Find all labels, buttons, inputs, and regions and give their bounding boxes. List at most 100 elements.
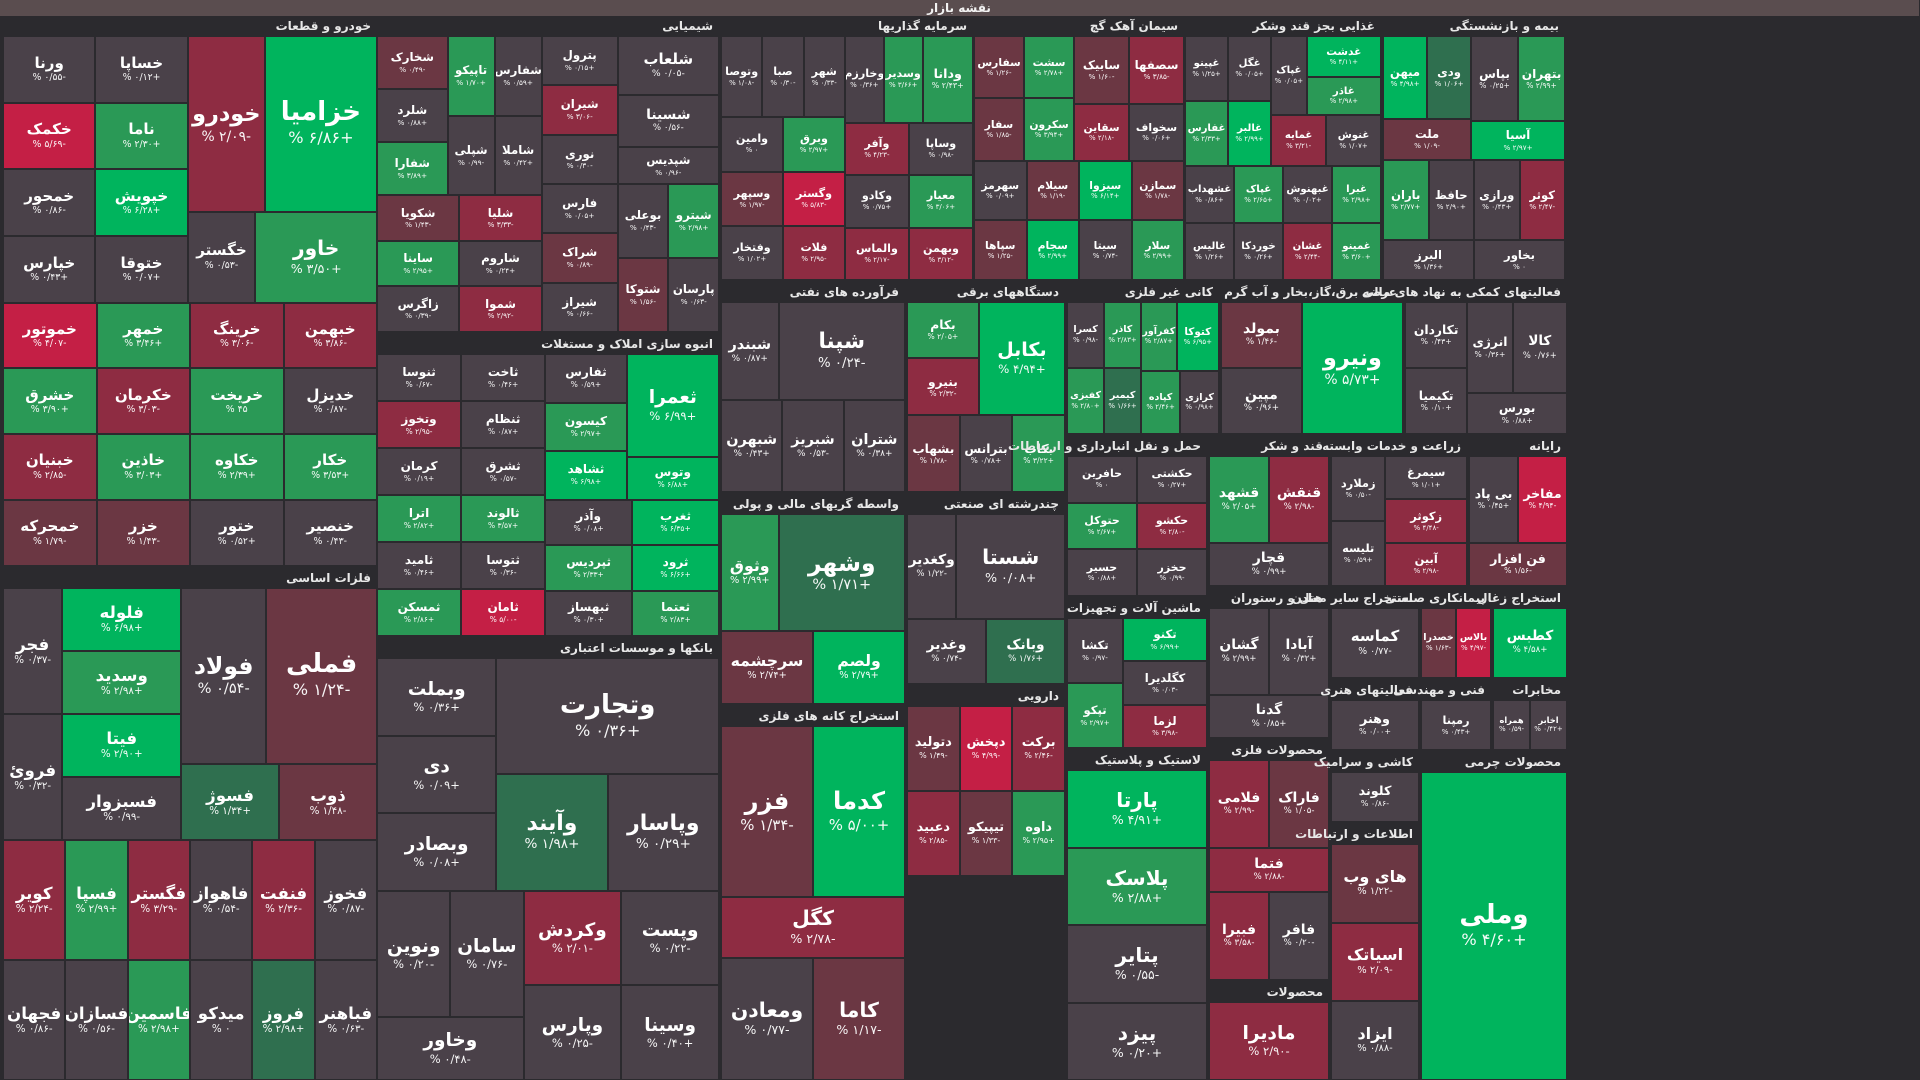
stock-tile[interactable]: غدشت +۴/۱۱ % [1307, 36, 1382, 78]
stock-tile[interactable]: پارتا +۴/۹۱ % [1068, 770, 1208, 848]
stock-tile[interactable]: ثشرق -۰/۵۷ % [462, 448, 547, 495]
stock-tile[interactable]: خزامیا +۶/۸۶ % [265, 36, 378, 212]
stock-tile[interactable]: سصفها -۳/۸۵ % [1130, 36, 1185, 105]
stock-tile[interactable]: ثنوسا -۰/۶۷ % [378, 354, 463, 401]
stock-tile[interactable]: غبرا +۲/۹۸ % [1333, 165, 1382, 223]
stock-tile[interactable]: فسازان -۰/۵۶ % [66, 960, 129, 1080]
stock-tile[interactable]: بمولد -۱/۴۶ % [1222, 302, 1303, 368]
stock-tile[interactable]: ایزاد -۰/۸۸ % [1332, 1001, 1420, 1080]
stock-tile[interactable]: غفارس +۲/۳۳ % [1186, 100, 1230, 166]
stock-tile[interactable]: بخاور ۰ % [1475, 240, 1566, 280]
stock-tile[interactable]: کرمان +۰/۱۹ % [378, 448, 463, 495]
stock-tile[interactable]: ناما +۲/۳۰ % [96, 102, 189, 170]
stock-tile[interactable]: دتولید -۱/۴۹ % [908, 706, 961, 791]
stock-tile[interactable]: فلامی -۲/۹۹ % [1210, 760, 1270, 848]
stock-tile[interactable]: ثامید +۰/۴۶ % [378, 542, 463, 589]
stock-tile[interactable]: وکردش -۲/۰۱ % [524, 890, 623, 986]
sector-title[interactable]: بیمه و بازنشستگی [1450, 19, 1560, 33]
stock-tile[interactable]: پارسان -۰/۶۳ % [669, 258, 720, 332]
stock-tile[interactable]: غمینو +۳/۶۰ % [1333, 222, 1382, 280]
stock-tile[interactable]: غشهداب +۰/۸۶ % [1186, 165, 1235, 223]
stock-tile[interactable]: فاسمین +۲/۹۸ % [128, 960, 191, 1080]
stock-tile[interactable]: وامین ۰ % [722, 117, 784, 172]
stock-tile[interactable]: غپینو +۱/۲۵ % [1186, 36, 1230, 101]
stock-tile[interactable]: فولاد -۰/۵۴ % [182, 588, 268, 764]
stock-tile[interactable]: وشهر +۱/۷۱ % [779, 514, 906, 631]
stock-tile[interactable]: ثالوند +۳/۵۷ % [462, 495, 547, 542]
stock-tile[interactable]: بنیرو -۲/۳۲ % [908, 358, 980, 415]
sector-title[interactable]: محصولات فلزی [1232, 743, 1324, 757]
stock-tile[interactable]: شهر -۰/۳۳ % [804, 36, 846, 118]
stock-tile[interactable]: داوه +۲/۹۵ % [1013, 791, 1066, 876]
stock-tile[interactable]: خساپا +۰/۱۲ % [96, 36, 189, 103]
sector-title[interactable]: بانکها و موسسات اعتباری [561, 641, 714, 655]
stock-tile[interactable]: سخواف +۰/۰۶ % [1130, 104, 1185, 161]
stock-tile[interactable]: کلوند -۰/۸۶ % [1332, 772, 1420, 822]
stock-tile[interactable]: فگستر -۳/۲۹ % [128, 840, 191, 960]
stock-tile[interactable]: خمهر +۳/۴۶ % [97, 302, 191, 369]
sector-title[interactable]: دستگاههای برقی [957, 285, 1060, 299]
stock-tile[interactable]: وپارس -۰/۲۵ % [524, 985, 623, 1080]
stock-tile[interactable]: سجام +۲/۹۹ % [1027, 220, 1080, 280]
stock-tile[interactable]: وثوق +۲/۹۹ % [722, 514, 780, 631]
stock-tile[interactable]: شتران +۰/۳۸ % [844, 400, 906, 492]
stock-tile[interactable]: وغدیر -۰/۷۴ % [908, 618, 987, 684]
stock-tile[interactable]: خرینگ -۳/۰۶ % [191, 302, 285, 369]
stock-tile[interactable]: فروئ -۰/۳۲ % [4, 714, 64, 840]
sector-title[interactable]: خودرو و قطعات [276, 19, 372, 33]
stock-tile[interactable]: غاذر +۲/۹۸ % [1307, 77, 1382, 115]
stock-tile[interactable]: میدکو ۰ % [191, 960, 254, 1080]
stock-tile[interactable]: تکیمیا +۰/۱۰ % [1406, 368, 1469, 434]
stock-tile[interactable]: نوری -۰/۳۰ % [542, 134, 619, 184]
stock-tile[interactable]: فلوله +۶/۹۸ % [63, 588, 183, 651]
stock-tile[interactable]: شتوکا -۱/۵۶ % [618, 258, 670, 332]
sector-title[interactable]: فلزات اساسی [287, 571, 372, 585]
stock-tile[interactable]: وبصادر +۰/۰۸ % [378, 813, 498, 891]
stock-tile[interactable]: آسیا +۲/۹۷ % [1472, 121, 1566, 160]
sector-title[interactable]: فرآورده های نفتی [790, 285, 900, 299]
stock-tile[interactable]: انرژی +۰/۳۶ % [1468, 302, 1514, 393]
stock-tile[interactable]: وساپا -۰/۹۸ % [909, 122, 974, 176]
stock-tile[interactable]: زکوثر -۴/۴۸ % [1386, 499, 1468, 543]
sector-title[interactable]: غذایی بجز قند وشکر [1253, 19, 1376, 33]
stock-tile[interactable]: ورازی +۰/۴۳ % [1475, 160, 1521, 240]
stock-tile[interactable]: خوردکا +۰/۲۶ % [1235, 222, 1284, 280]
stock-tile[interactable]: فجر -۰/۳۷ % [4, 588, 64, 714]
sector-title[interactable]: لاستیک و پلاستیک [1095, 753, 1202, 767]
stock-tile[interactable]: غشان -۲/۴۴ % [1284, 222, 1333, 280]
stock-tile[interactable]: خاذین +۳/۰۳ % [97, 434, 191, 501]
stock-tile[interactable]: بپاس +۰/۲۵ % [1472, 36, 1520, 122]
stock-tile[interactable]: قچار +۰/۹۹ % [1210, 542, 1330, 586]
stock-tile[interactable]: شبهرن +۰/۴۳ % [722, 400, 784, 492]
stock-tile[interactable]: تکاردان +۰/۴۳ % [1406, 302, 1469, 368]
stock-tile[interactable]: خموتور -۴/۰۷ % [4, 302, 98, 369]
stock-tile[interactable]: قنقش -۲/۹۸ % [1270, 456, 1330, 543]
stock-tile[interactable]: سیزوا +۶/۱۴ % [1080, 160, 1133, 221]
stock-tile[interactable]: دعبید -۲/۸۵ % [908, 791, 961, 876]
stock-tile[interactable]: غگل +۰/۰۵ % [1229, 36, 1273, 101]
stock-tile[interactable]: پلاسک +۲/۸۸ % [1068, 847, 1208, 925]
stock-tile[interactable]: حافظ +۲/۹۰ % [1429, 160, 1475, 240]
sector-title[interactable]: عرضه برق،گاز،بخار و آب گرم [1225, 285, 1398, 299]
stock-tile[interactable]: حسیر +۰/۸۸ % [1068, 549, 1138, 596]
stock-tile[interactable]: ورنا -۰/۵۵ % [4, 36, 97, 103]
sector-title[interactable]: کاشی و سرامیک [1314, 755, 1414, 769]
stock-tile[interactable]: سیمرغ +۱/۰۱ % [1386, 456, 1468, 500]
stock-tile[interactable]: کماسه -۰/۷۷ % [1332, 608, 1420, 678]
stock-tile[interactable]: فملی -۱/۲۴ % [267, 588, 378, 764]
stock-tile[interactable]: فتما -۲/۸۸ % [1210, 848, 1330, 892]
stock-tile[interactable]: غالیس +۱/۲۶ % [1186, 222, 1235, 280]
stock-tile[interactable]: ثاخت +۰/۴۶ % [462, 354, 547, 401]
sector-title[interactable]: چندرشته ای صنعتی [944, 497, 1060, 511]
sector-title[interactable]: واسطه گریهای مالی و پولی [733, 497, 900, 511]
stock-tile[interactable]: مپین +۰/۹۶ % [1222, 368, 1303, 434]
stock-tile[interactable]: وآذر +۰/۰۸ % [546, 499, 634, 546]
stock-tile[interactable]: میهن +۴/۹۸ % [1384, 36, 1429, 119]
stock-tile[interactable]: غبهنوش +۰/۰۲ % [1284, 165, 1333, 223]
sector-title[interactable]: ماشین آلات و تجهیزات [1067, 601, 1202, 615]
stock-tile[interactable]: خصدرا -۱/۶۳ % [1422, 608, 1457, 678]
stock-tile[interactable]: وبملت +۰/۳۶ % [378, 658, 498, 736]
stock-tile[interactable]: لزما -۳/۹۸ % [1124, 704, 1208, 748]
sector-title[interactable]: شیمیایی [663, 19, 714, 33]
stock-tile[interactable]: ملت -۱/۰۹ % [1384, 118, 1473, 160]
